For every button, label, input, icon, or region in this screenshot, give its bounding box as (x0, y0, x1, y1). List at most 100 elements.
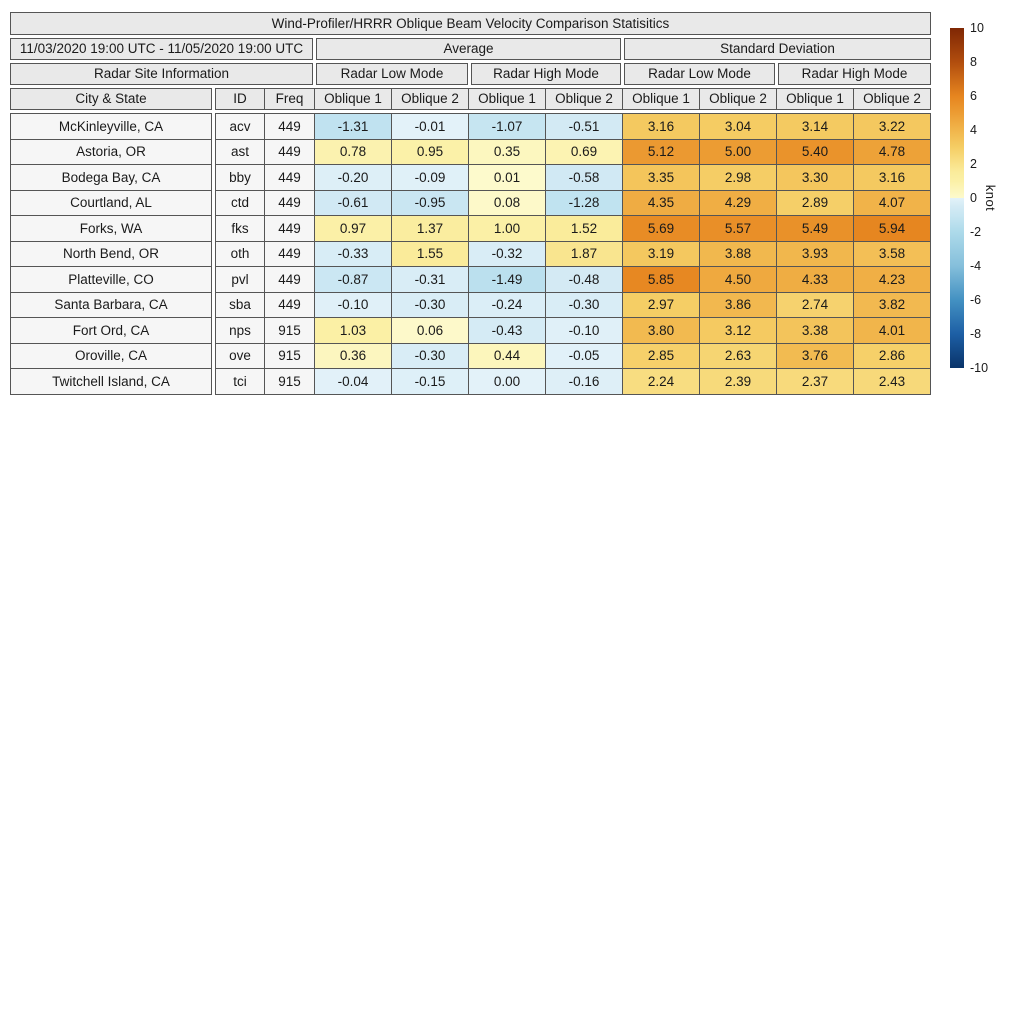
freq-cell: 449 (264, 164, 315, 191)
colorbar-unit-label: knot (983, 184, 998, 212)
value-cell: -1.49 (468, 266, 546, 293)
city-cell: Forks, WA (10, 215, 212, 242)
value-cell: 3.19 (622, 240, 700, 267)
value-cell: 4.07 (853, 189, 931, 216)
value-cell: 3.16 (622, 113, 700, 140)
oblique1-column-header: Oblique 1 (776, 88, 854, 110)
value-cell: 5.57 (699, 215, 777, 242)
oblique2-column-header: Oblique 2 (699, 88, 777, 110)
value-cell: -1.31 (314, 113, 392, 140)
value-cell: 3.16 (853, 164, 931, 191)
table-title: Wind-Profiler/HRRR Oblique Beam Velocity… (10, 12, 931, 35)
value-cell: 1.37 (391, 215, 469, 242)
value-cell: 3.88 (699, 240, 777, 267)
value-cell: 0.35 (468, 138, 546, 165)
value-cell: 2.86 (853, 342, 931, 369)
value-cell: 4.29 (699, 189, 777, 216)
value-cell: 5.49 (776, 215, 854, 242)
period-cell: 11/03/2020 19:00 UTC - 11/05/2020 19:00 … (10, 38, 313, 60)
colorbar-tick-label: 0 (970, 191, 977, 205)
value-cell: 2.63 (699, 342, 777, 369)
id-cell: pvl (215, 266, 265, 293)
mode-header-row: Radar Site Information Radar Low Mode Ra… (10, 63, 931, 85)
value-cell: 3.82 (853, 291, 931, 318)
value-cell: 1.52 (545, 215, 623, 242)
value-cell: 2.39 (699, 368, 777, 395)
table-body: McKinleyville, CA acv 449 -1.31 -0.01 -1.07 -0… (10, 113, 931, 395)
oblique2-column-header: Oblique 2 (853, 88, 931, 110)
city-column-header: City & State (10, 88, 212, 110)
group-header-row: 11/03/2020 19:00 UTC - 11/05/2020 19:00 … (10, 38, 931, 60)
value-cell: 0.08 (468, 189, 546, 216)
value-cell: -0.43 (468, 317, 546, 344)
value-cell: 0.95 (391, 138, 469, 165)
value-cell: 2.89 (776, 189, 854, 216)
freq-cell: 449 (264, 189, 315, 216)
oblique1-column-header: Oblique 1 (622, 88, 700, 110)
freq-cell: 449 (264, 138, 315, 165)
value-cell: 4.78 (853, 138, 931, 165)
value-cell: -0.61 (314, 189, 392, 216)
value-cell: -1.28 (545, 189, 623, 216)
value-cell: -0.20 (314, 164, 392, 191)
colorbar-tick-label: 2 (970, 157, 977, 171)
value-cell: 5.85 (622, 266, 700, 293)
column-header-row: City & State ID Freq Oblique 1 Oblique 2… (10, 88, 931, 110)
value-cell: -0.15 (391, 368, 469, 395)
colorbar-tick-label: -6 (970, 293, 982, 307)
value-cell: 3.04 (699, 113, 777, 140)
sd-low-mode-header: Radar Low Mode (624, 63, 775, 85)
city-cell: Twitchell Island, CA (10, 368, 212, 395)
id-cell: tci (215, 368, 265, 395)
freq-cell: 915 (264, 368, 315, 395)
value-cell: 0.06 (391, 317, 469, 344)
value-cell: 5.40 (776, 138, 854, 165)
city-cell: Santa Barbara, CA (10, 291, 212, 318)
colorbar: 10 8 6 4 2 0 -2 -4 -6 -8 -10 knot (950, 21, 1024, 375)
value-cell: -1.07 (468, 113, 546, 140)
oblique1-column-header: Oblique 1 (468, 88, 546, 110)
freq-cell: 449 (264, 113, 315, 140)
table-row: North Bend, OR oth 449 -0.33 1.55 -0.32 1.87 3.… (10, 240, 931, 267)
value-cell: -0.04 (314, 368, 392, 395)
stddev-group-header: Standard Deviation (624, 38, 931, 60)
freq-cell: 915 (264, 342, 315, 369)
value-cell: 2.85 (622, 342, 700, 369)
id-cell: bby (215, 164, 265, 191)
value-cell: 4.50 (699, 266, 777, 293)
city-cell: Platteville, CO (10, 266, 212, 293)
value-cell: -0.24 (468, 291, 546, 318)
title-row: Wind-Profiler/HRRR Oblique Beam Velocity… (10, 12, 931, 35)
value-cell: -0.58 (545, 164, 623, 191)
city-cell: North Bend, OR (10, 240, 212, 267)
value-cell: 3.38 (776, 317, 854, 344)
value-cell: 0.69 (545, 138, 623, 165)
id-column-header: ID (215, 88, 265, 110)
value-cell: 1.87 (545, 240, 623, 267)
id-cell: ctd (215, 189, 265, 216)
table-row: Astoria, OR ast 449 0.78 0.95 0.35 0.69 5.12 5.0… (10, 138, 931, 165)
value-cell: 0.78 (314, 138, 392, 165)
table-row: Courtland, AL ctd 449 -0.61 -0.95 0.08 -1.28 4.… (10, 189, 931, 216)
value-cell: -0.30 (391, 291, 469, 318)
value-cell: 3.80 (622, 317, 700, 344)
value-cell: 4.23 (853, 266, 931, 293)
value-cell: 4.35 (622, 189, 700, 216)
value-cell: 3.35 (622, 164, 700, 191)
table-row: Fort Ord, CA nps 915 1.03 0.06 -0.43 -0.10 3.80… (10, 317, 931, 344)
city-cell: Oroville, CA (10, 342, 212, 369)
value-cell: 0.00 (468, 368, 546, 395)
value-cell: 5.00 (699, 138, 777, 165)
table-row: Forks, WA fks 449 0.97 1.37 1.00 1.52 5.69 5.57 5… (10, 215, 931, 242)
oblique2-column-header: Oblique 2 (391, 88, 469, 110)
colorbar-gradient (950, 28, 964, 368)
id-cell: ast (215, 138, 265, 165)
colorbar-tick-label: 10 (970, 21, 984, 35)
value-cell: 5.94 (853, 215, 931, 242)
table-row: Oroville, CA ove 915 0.36 -0.30 0.44 -0.05 2.85… (10, 342, 931, 369)
value-cell: -0.10 (314, 291, 392, 318)
value-cell: -0.09 (391, 164, 469, 191)
table-row: Twitchell Island, CA tci 915 -0.04 -0.15 0.00… (10, 368, 931, 395)
value-cell: 2.74 (776, 291, 854, 318)
value-cell: 1.00 (468, 215, 546, 242)
